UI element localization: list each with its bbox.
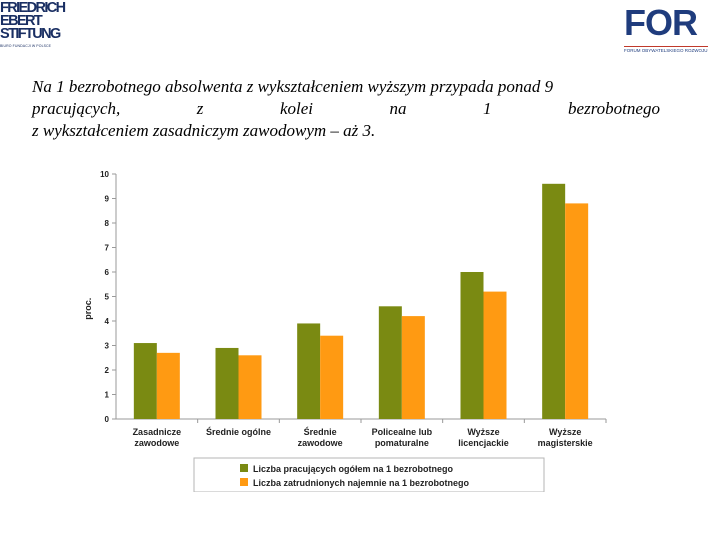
legend-label: Liczba pracujących ogółem na 1 bezrobotn… <box>253 464 454 474</box>
bar <box>320 335 344 419</box>
for-logo-text: FOR <box>624 2 698 43</box>
x-tick-label: Wyższe <box>549 427 581 437</box>
x-tick-label: Policealne lub <box>372 427 433 437</box>
bar <box>238 355 262 419</box>
bar <box>542 183 566 419</box>
headline-word: bezrobotnego <box>568 99 660 118</box>
legend-swatch <box>240 478 248 486</box>
x-tick-label: licencjackie <box>458 438 509 448</box>
for-logo: FOR FORUM OBYWATELSKIEGO ROZWOJU <box>620 2 710 56</box>
y-tick-label: 4 <box>105 317 110 326</box>
slide-headline: Na 1 bezrobotnego absolwenta z wykształc… <box>32 76 660 142</box>
y-tick-label: 3 <box>105 342 110 351</box>
x-tick-label: magisterskie <box>538 438 593 448</box>
y-tick-label: 1 <box>105 391 110 400</box>
friedrich-ebert-stiftung-logo: FRIEDRICH EBERT STIFTUNG BIURO FUNDACJI … <box>0 0 80 74</box>
bar <box>565 203 589 419</box>
headline-word: kolei <box>279 99 313 118</box>
y-tick-label: 5 <box>105 293 110 302</box>
y-tick-label: 6 <box>105 268 110 277</box>
for-logo-tagline: FORUM OBYWATELSKIEGO ROZWOJU <box>624 46 708 53</box>
fes-logo-line: EBERT <box>0 13 43 29</box>
headline-line-2: pracujących, z kolei na 1 bezrobotnego <box>32 98 660 120</box>
bar-chart: 0 1 2 3 4 5 6 7 8 9 10 proc. Zasadnicze zawodowe Średn… <box>76 162 620 492</box>
y-tick-label: 7 <box>105 244 110 253</box>
legend-label: Liczba zatrudnionych najemnie na 1 bezro… <box>253 478 470 488</box>
y-tick-label: 0 <box>105 415 110 424</box>
x-tick-label: Średnie <box>304 426 337 437</box>
bar <box>401 316 425 419</box>
x-tick-label: zawodowe <box>134 438 179 448</box>
x-tick-label: Wyższe <box>467 427 499 437</box>
x-tick-label: zawodowe <box>298 438 343 448</box>
x-tick-label: Średnie ogólne <box>206 426 271 437</box>
bar <box>483 291 507 419</box>
bar <box>156 352 180 419</box>
bar <box>215 347 239 419</box>
y-tick-label: 2 <box>105 366 110 375</box>
fes-logo-line: STIFTUNG <box>0 26 61 42</box>
fes-logo-line: FRIEDRICH <box>0 0 66 16</box>
bar <box>378 306 402 419</box>
bar-chart-svg: 012345678910proc.ZasadniczezawodoweŚredn… <box>83 170 607 492</box>
y-tick-label: 8 <box>105 219 110 228</box>
x-tick-label: Zasadnicze <box>133 427 182 437</box>
y-tick-label: 10 <box>100 170 109 179</box>
bar <box>133 343 157 419</box>
fes-logo-tagline: BIURO FUNDACJI W POLSCE <box>0 44 52 48</box>
bar <box>460 272 484 419</box>
x-tick-label: pomaturalne <box>375 438 429 448</box>
bar <box>297 323 321 419</box>
headline-word: pracujących, <box>32 99 121 118</box>
headline-word: na <box>389 99 407 118</box>
headline-line-3: z wykształceniem zasadniczym zawodowym –… <box>32 121 376 140</box>
legend-box <box>193 457 545 492</box>
headline-word: z <box>196 99 204 118</box>
y-axis-label: proc. <box>83 298 93 320</box>
headline-line-1: Na 1 bezrobotnego absolwenta z wykształc… <box>32 77 554 96</box>
y-tick-label: 9 <box>105 195 110 204</box>
headline-word: 1 <box>483 99 492 118</box>
legend-swatch <box>240 464 248 472</box>
